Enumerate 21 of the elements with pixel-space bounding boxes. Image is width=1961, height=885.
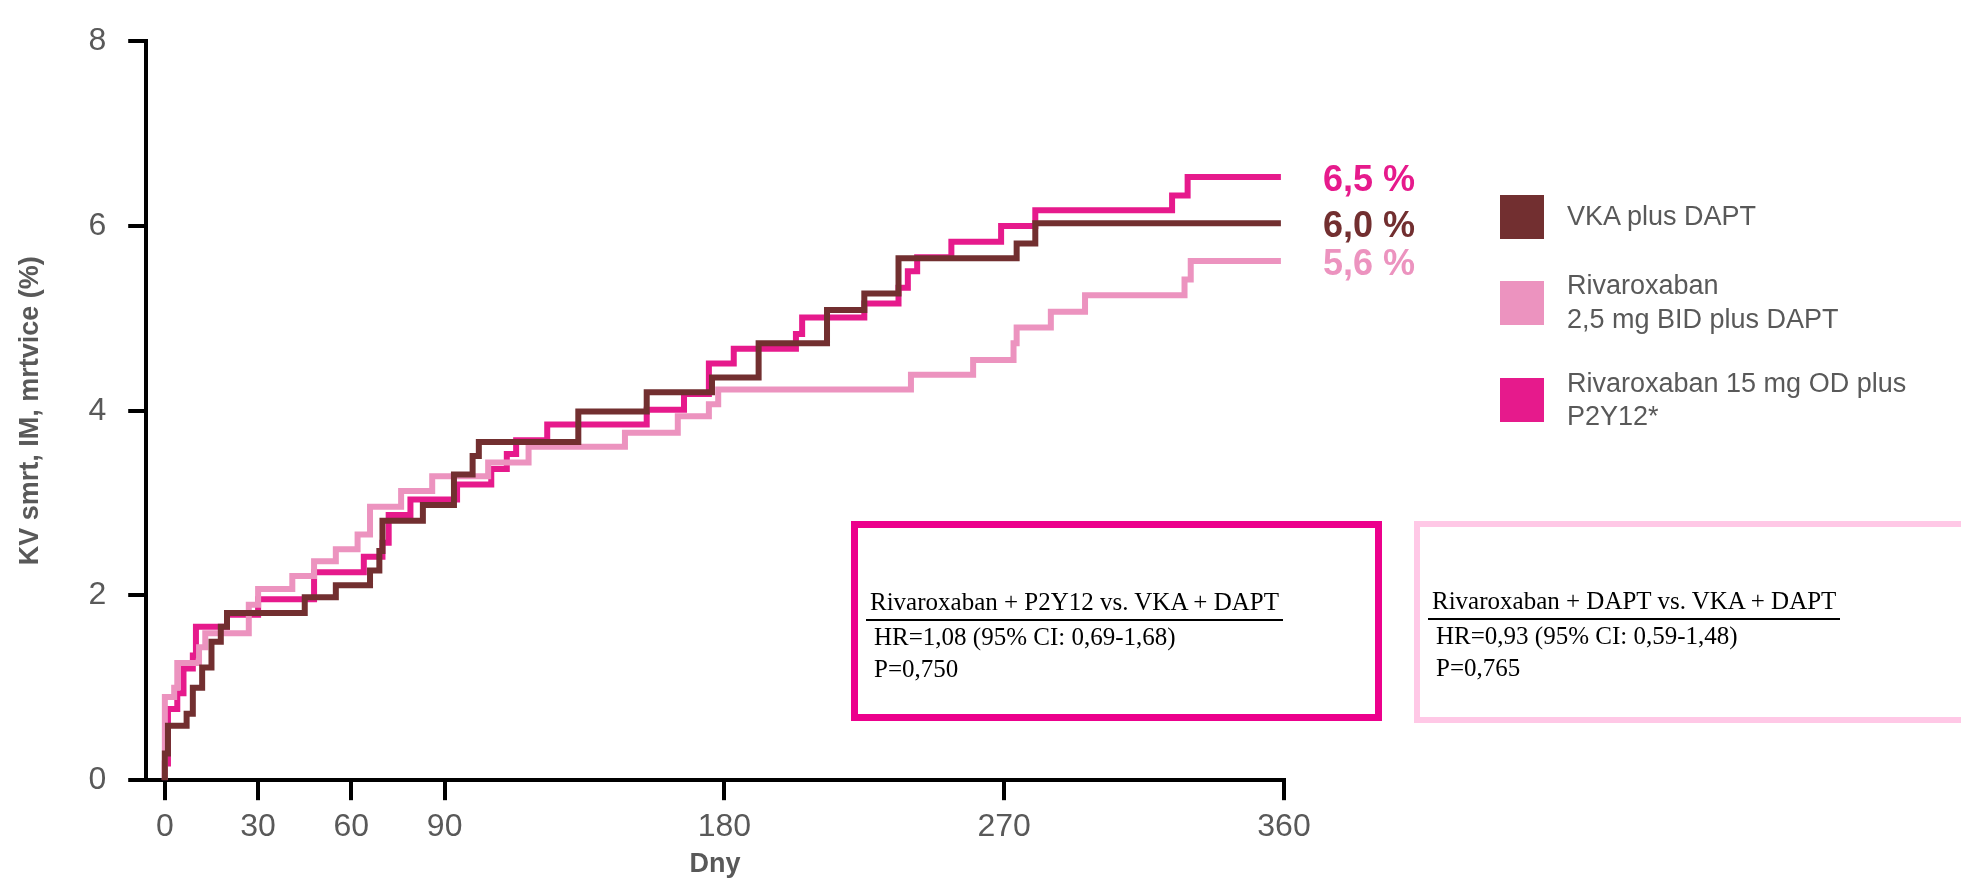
legend-label: Rivaroxaban 15 mg OD plus P2Y12* bbox=[1567, 366, 1908, 434]
y-tick-label: 0 bbox=[88, 760, 107, 797]
y-tick-label: 6 bbox=[88, 205, 107, 242]
legend-label: VKA plus DAPT bbox=[1567, 200, 1757, 234]
x-axis-title: Dny bbox=[689, 848, 741, 879]
legend-label: Rivaroxaban 2,5 mg BID plus DAPT bbox=[1567, 269, 1839, 336]
y-tick-label: 8 bbox=[88, 21, 107, 58]
x-tick-label: 60 bbox=[333, 807, 370, 844]
y-tick-label: 2 bbox=[88, 575, 107, 612]
text-box: Rivaroxaban + DAPT vs. VKA + DAPT HR=0,93 (95% CI: 0,59-1,48) P=0,765 bbox=[1414, 521, 1961, 723]
data-label: 6,5 % bbox=[1322, 157, 1415, 199]
x-tick-label: 90 bbox=[426, 807, 463, 844]
x-tick-label: 270 bbox=[977, 807, 1031, 844]
x-tick-label: 360 bbox=[1257, 807, 1311, 844]
x-tick-label: 0 bbox=[155, 807, 174, 844]
data-label: 6,0 % bbox=[1322, 204, 1415, 246]
x-tick-label: 30 bbox=[240, 807, 276, 844]
x-tick-label: 180 bbox=[697, 807, 752, 844]
y-tick-label: 4 bbox=[88, 390, 107, 427]
text-box: Rivaroxaban + P2Y12 vs. VKA + DAPT HR=1,08 (95% CI: 0,69-1,68) P=0,750 bbox=[851, 521, 1382, 721]
y-axis-title: KV smrt, IM, mrtvice (%) bbox=[13, 256, 44, 566]
